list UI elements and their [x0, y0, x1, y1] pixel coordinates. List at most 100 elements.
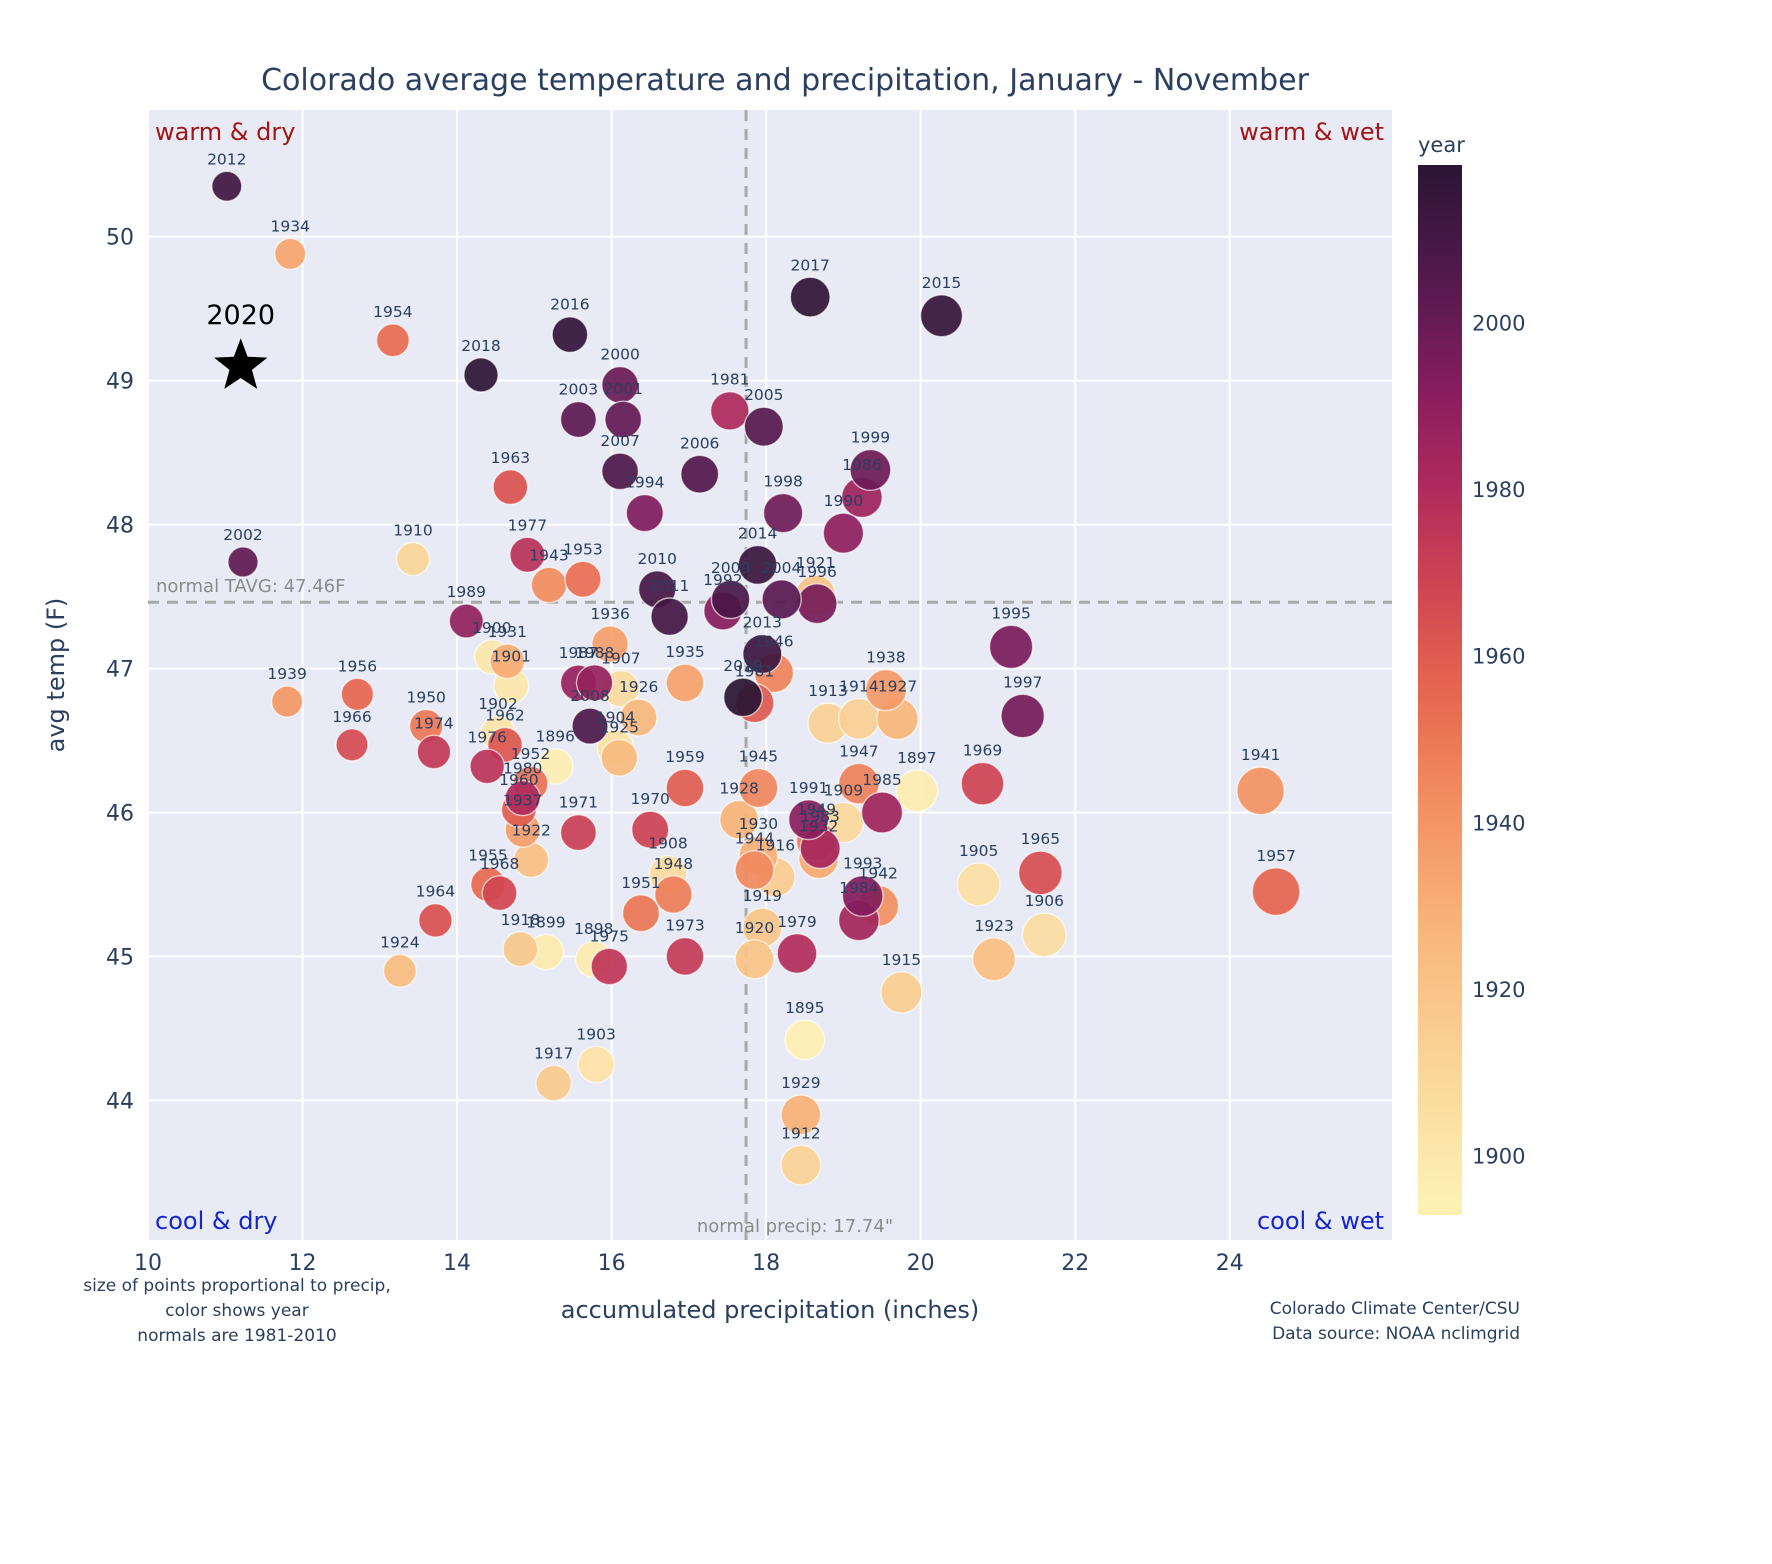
data-point	[1236, 766, 1286, 816]
data-point	[481, 875, 518, 912]
data-point-label: 2011	[650, 577, 689, 595]
data-point	[849, 448, 892, 491]
data-point-label: 2017	[790, 256, 829, 274]
x-axis-title: accumulated precipitation (inches)	[561, 1296, 979, 1324]
data-point-label: 1930	[739, 815, 778, 833]
data-point-label: 1983	[800, 808, 839, 826]
data-point-label: 1928	[719, 779, 758, 797]
data-point-label: 1994	[625, 474, 664, 492]
highlight-year-label: 2020	[206, 300, 275, 331]
data-point-label: 1917	[534, 1044, 573, 1062]
data-point	[375, 323, 410, 358]
data-point-label: 1976	[467, 728, 506, 746]
y-tick-label: 44	[106, 1089, 134, 1114]
data-point-label: 1963	[491, 449, 530, 467]
data-point-label: 1956	[338, 657, 377, 675]
data-point	[577, 1045, 615, 1084]
x-tick-label: 22	[1061, 1251, 1089, 1276]
y-tick-label: 49	[106, 370, 134, 395]
colorbar-tick-label: 1900	[1472, 1145, 1525, 1169]
x-tick-label: 20	[907, 1251, 935, 1276]
data-point-label: 1995	[991, 604, 1030, 622]
data-point-label: 2002	[223, 526, 262, 544]
data-point-label: 1947	[839, 742, 878, 760]
data-point-label: 1898	[574, 920, 613, 938]
data-point-label: 1935	[665, 643, 704, 661]
data-point-label: 1961	[735, 663, 774, 681]
data-point	[919, 294, 964, 338]
data-point-label: 1897	[897, 749, 936, 767]
data-point	[960, 761, 1005, 806]
data-point-label: 1904	[596, 709, 635, 727]
data-point	[535, 1064, 573, 1102]
data-point-label: 1896	[535, 728, 574, 746]
data-point-label: 1901	[491, 647, 530, 665]
data-point-label: 2001	[603, 380, 642, 398]
data-point	[395, 541, 431, 577]
data-point-label: 1919	[743, 887, 782, 905]
data-point-label: 1974	[414, 714, 453, 732]
data-point-label: 1952	[511, 745, 550, 763]
data-point-label: 2014	[738, 525, 777, 543]
data-point	[841, 875, 884, 918]
data-point	[601, 452, 640, 491]
data-point-label: 2003	[559, 381, 598, 399]
data-point-label: 1992	[703, 571, 742, 589]
data-point-label: 1942	[858, 865, 897, 883]
data-point	[590, 947, 629, 986]
data-point	[469, 748, 506, 785]
data-point	[796, 583, 838, 625]
data-point-label: 1902	[478, 695, 517, 713]
y-tick-label: 50	[106, 226, 134, 251]
data-point	[837, 762, 880, 805]
data-point	[762, 492, 804, 534]
data-point	[880, 971, 923, 1014]
data-point-label: 1908	[648, 835, 687, 853]
data-point-label: 1998	[763, 472, 802, 490]
data-point-label: 1937	[503, 791, 542, 809]
credit-line-2: Data source: NOAA nclimgrid	[1272, 1324, 1520, 1344]
data-point	[559, 813, 597, 852]
data-point-label: 1925	[600, 719, 639, 737]
data-point	[575, 664, 614, 702]
quadrant-label-warm-dry: warm & dry	[155, 118, 295, 146]
data-point	[382, 953, 417, 988]
data-point-label: 1948	[654, 855, 693, 873]
data-point	[761, 579, 802, 620]
y-axis-title: avg temp (F)	[42, 598, 70, 753]
y-tick-label: 45	[106, 945, 134, 970]
data-point	[665, 768, 705, 808]
data-point	[416, 734, 452, 770]
data-point-label: 1950	[406, 689, 445, 707]
x-tick-label: 10	[134, 1251, 162, 1276]
data-point-label: 1910	[393, 522, 432, 540]
data-point	[335, 728, 369, 762]
y-tick-label: 47	[106, 658, 134, 683]
colorbar-title: year	[1418, 133, 1465, 157]
data-point	[734, 939, 775, 980]
data-point	[551, 316, 589, 354]
data-point-label: 1938	[866, 649, 905, 667]
data-point	[1251, 867, 1301, 917]
highlight-star-2020	[214, 338, 268, 389]
data-point	[270, 685, 304, 718]
data-point	[502, 931, 539, 968]
data-point	[530, 566, 568, 604]
data-point-label: 1936	[590, 605, 629, 623]
data-point-label: 1968	[480, 855, 519, 873]
data-point-label: 2007	[600, 432, 639, 450]
data-point-label: 1921	[796, 554, 835, 572]
data-point	[600, 738, 639, 777]
data-point	[631, 810, 670, 849]
data-point	[650, 597, 689, 637]
data-point-label: 1996	[797, 563, 836, 581]
data-point	[619, 698, 658, 737]
data-point	[738, 767, 779, 809]
colorbar-tick-label: 1940	[1472, 811, 1525, 835]
data-point-label: 1980	[503, 760, 542, 778]
credit-line-1: Colorado Climate Center/CSU	[1270, 1299, 1520, 1319]
data-point-label: 1953	[563, 540, 602, 558]
data-point-label: 1991	[789, 779, 828, 797]
